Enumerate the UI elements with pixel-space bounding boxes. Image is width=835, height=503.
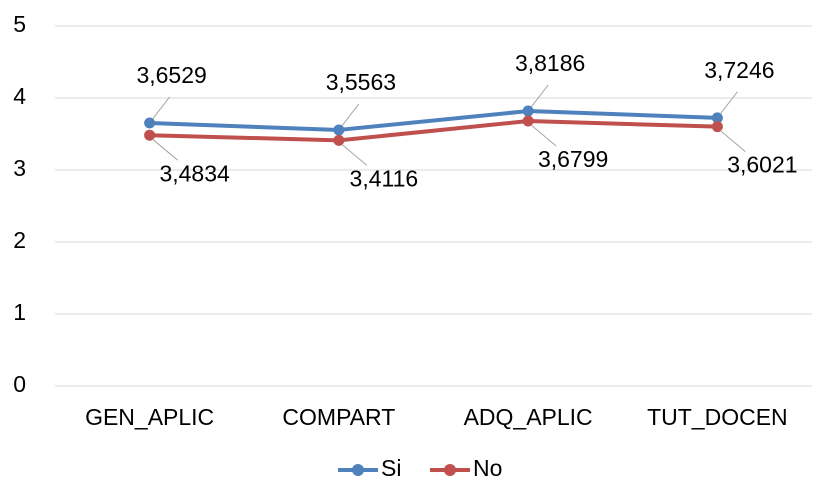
legend-marker [352, 464, 364, 476]
point [522, 115, 534, 127]
series-line [149, 109, 718, 132]
x-tick-label: ADQ_APLIC [464, 404, 593, 430]
point [144, 117, 156, 129]
point [711, 121, 723, 133]
leader-line [530, 84, 549, 108]
y-tick-label: 3 [13, 155, 26, 181]
legend-label: Si [381, 455, 401, 481]
series-line [149, 119, 718, 143]
leader-line [720, 130, 746, 153]
leader-line [152, 96, 171, 120]
y-tick-label: 5 [13, 11, 26, 37]
y-tick-label: 2 [13, 227, 26, 253]
point [333, 124, 345, 136]
data-label: 3,4834 [159, 160, 230, 186]
x-tick-label: COMPART [282, 404, 395, 430]
leader-line [341, 143, 368, 166]
legend-label: No [473, 455, 502, 481]
point [522, 105, 534, 117]
data-label: 3,6529 [136, 62, 206, 88]
y-tick-label: 0 [13, 371, 26, 397]
leader-line [719, 91, 738, 115]
point [144, 129, 156, 141]
data-label: 3,8186 [515, 50, 585, 76]
leader-line [530, 124, 557, 147]
y-tick-label: 4 [13, 83, 26, 109]
leader-line [341, 103, 360, 127]
leader-line [152, 138, 178, 161]
point [333, 134, 345, 146]
data-label: 3,6021 [727, 152, 797, 178]
data-label: 3,5563 [326, 69, 396, 95]
x-tick-label: GEN_APLIC [85, 404, 214, 430]
data-label: 3,6799 [538, 146, 608, 172]
data-label: 3,4116 [350, 165, 419, 191]
x-tick-label: TUT_DOCEN [647, 404, 788, 430]
data-label: 3,7246 [704, 57, 774, 83]
point [711, 112, 723, 124]
y-tick-label: 1 [13, 299, 26, 325]
legend-marker [444, 464, 456, 476]
